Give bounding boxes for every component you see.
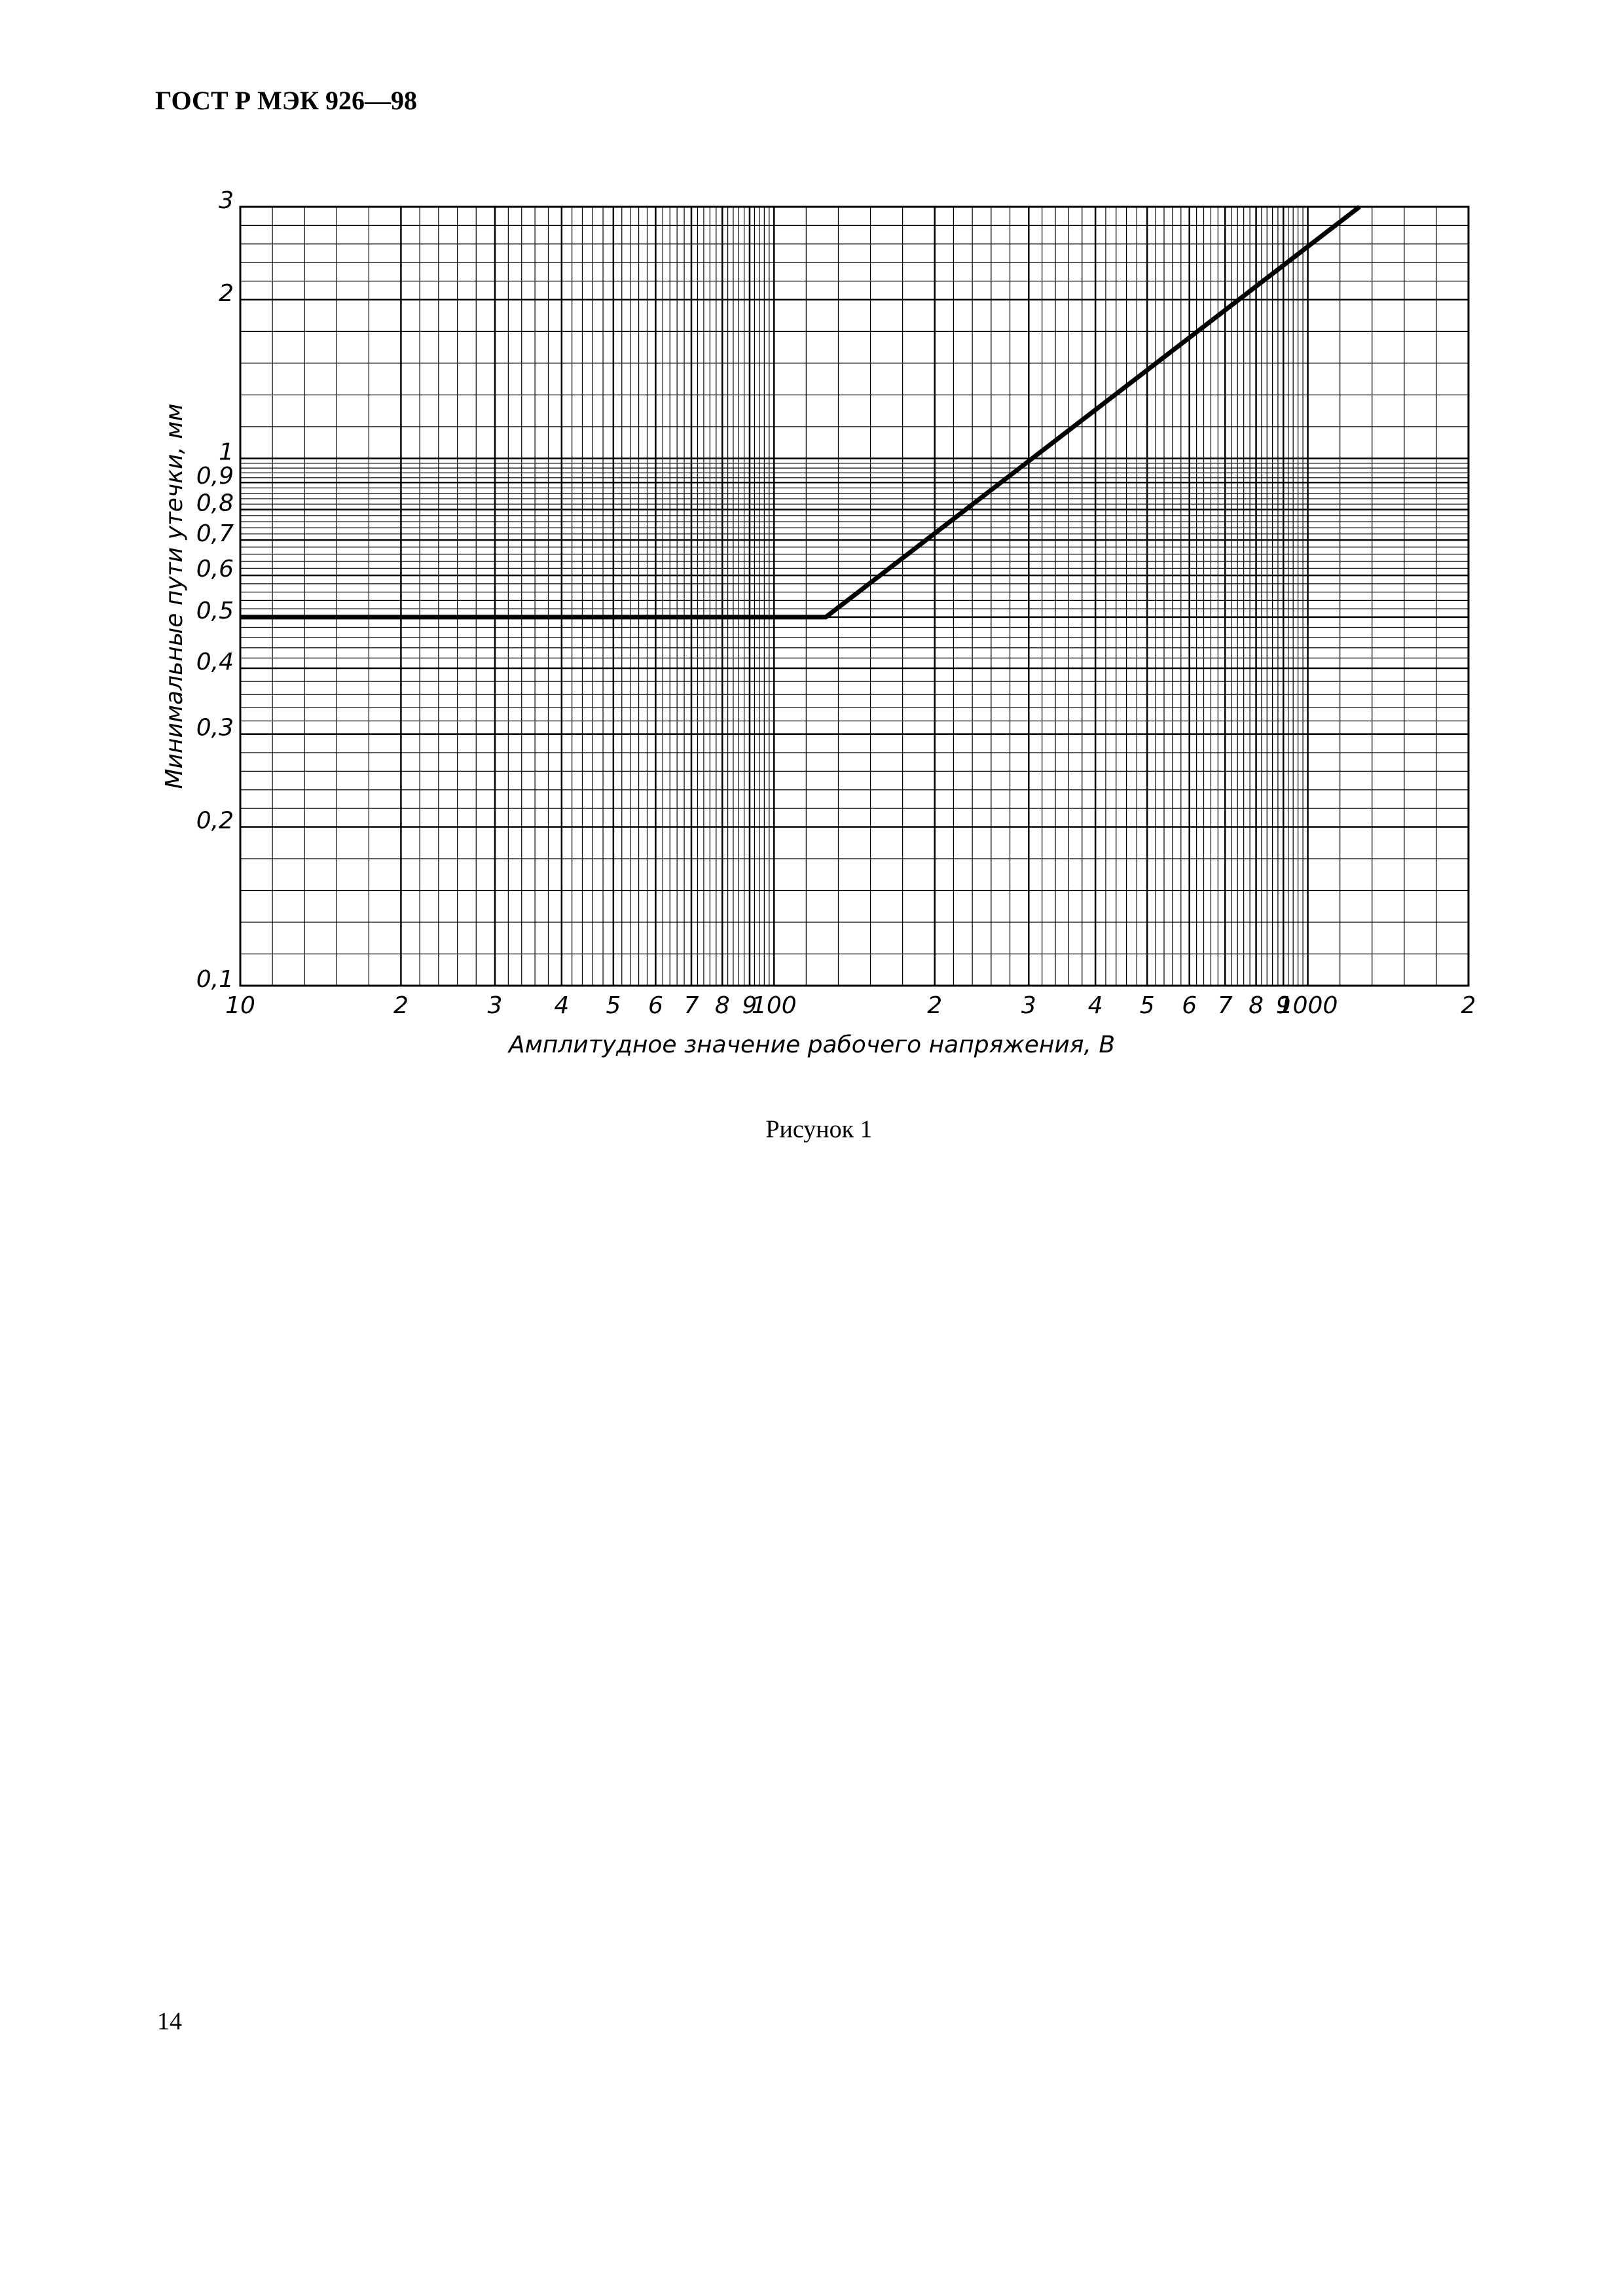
x-tick-label: 3 [1021, 992, 1036, 1019]
header-title: ГОСТ Р МЭК 926—98 [155, 86, 417, 115]
y-tick-label: 2 [219, 280, 234, 307]
x-tick-label: 1000 [1278, 992, 1338, 1019]
y-tick-label: 0,5 [196, 598, 234, 624]
x-axis-label: Амплитудное значение рабочего напряжения… [507, 1031, 1115, 1058]
y-tick-label: 0,8 [196, 490, 234, 516]
plot-frame [239, 206, 1470, 987]
x-tick-label: 9 [1276, 992, 1291, 1019]
y-tick-label: 0,7 [196, 520, 234, 547]
x-tick-label: 9 [742, 992, 757, 1019]
x-tick-label: 6 [648, 992, 663, 1019]
x-tick-label: 2 [927, 992, 942, 1019]
y-tick-label: 0,6 [196, 556, 234, 583]
x-tick-label: 7 [684, 992, 699, 1019]
x-tick-label: 5 [606, 992, 621, 1019]
x-tick-label: 6 [1182, 992, 1197, 1019]
x-tick-label: 4 [554, 992, 569, 1019]
y-tick-label: 0,1 [196, 966, 234, 993]
x-tick-label: 2 [1461, 992, 1476, 1019]
page-number: 14 [157, 2008, 182, 2036]
y-tick-label: 0,9 [196, 463, 234, 490]
y-tick-label: 1 [219, 439, 234, 465]
x-tick-label: 3 [488, 992, 503, 1019]
x-tick-label: 5 [1140, 992, 1155, 1019]
x-tick-label: 10 [225, 992, 255, 1019]
x-tick-label: 8 [715, 992, 730, 1019]
x-tick-label: 2 [393, 992, 409, 1019]
y-tick-label: 0,3 [196, 715, 234, 742]
x-tick-label: 7 [1218, 992, 1233, 1019]
x-tick-label: 8 [1249, 992, 1264, 1019]
y-tick-label: 0,4 [196, 649, 234, 675]
y-tick-label: 0,2 [196, 807, 234, 834]
x-tick-label: 100 [752, 992, 797, 1019]
y-axis-label: Минимальные пути утечки, мм [161, 403, 188, 789]
data-line [240, 205, 1361, 620]
x-tick-label: 4 [1088, 992, 1103, 1019]
figure-caption: Рисунок 1 [765, 1116, 872, 1143]
y-tick-label: 3 [219, 187, 234, 214]
